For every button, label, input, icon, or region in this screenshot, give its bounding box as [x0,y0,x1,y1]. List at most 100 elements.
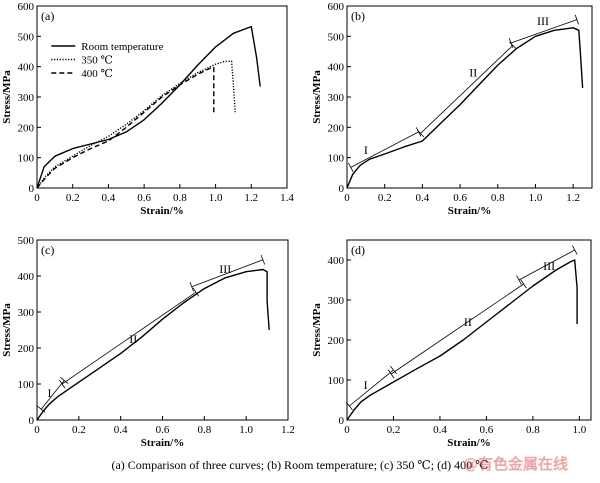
y-tick-label: 400 [18,62,35,74]
stage-line-cap [508,38,514,48]
stage-label: II [469,66,477,80]
stage-line-cap [192,287,200,297]
x-tick-label: 0.6 [480,424,494,436]
y-tick-label: 400 [328,255,345,267]
stage-line-cap [345,401,353,411]
legend-label: Room temperature [81,41,163,53]
y-tick-label: 100 [18,379,35,391]
figure-caption: (a) Comparison of three curves; (b) Room… [111,458,489,472]
y-tick-label: 100 [328,153,345,165]
stage-line [350,131,419,168]
y-tick-label: 300 [18,92,35,104]
stage-line [40,380,65,410]
x-tick-label: 0.6 [156,424,170,436]
x-tick-label: 0 [344,192,350,204]
stage-line [191,259,264,288]
stage-line [420,45,514,134]
y-tick-label: 400 [18,271,35,283]
y-tick-label: 100 [18,153,35,165]
x-tick-label: 0.4 [433,424,447,436]
stage-line-cap [58,379,66,389]
x-tick-label: 0.4 [114,424,128,436]
x-tick-label: 0 [34,424,40,436]
series-line [36,25,261,189]
x-axis-label: Strain/% [447,437,490,449]
x-tick-label: 1.2 [244,192,258,204]
x-tick-label: 1.0 [529,192,543,204]
y-axis-label: Stress/MPa [1,303,13,357]
y-tick-label: 500 [18,31,35,43]
y-tick-label: 300 [18,307,35,319]
x-tick-label: 0.4 [102,192,116,204]
series-line [346,27,584,189]
stage-line-cap [572,245,578,255]
x-tick-label: 0.2 [378,192,392,204]
x-tick-label: 0.8 [491,192,505,204]
y-tick-label: 600 [18,1,35,13]
stage-label: II [464,315,472,329]
y-tick-label: 0 [339,183,345,195]
plot-frame [346,239,592,421]
x-tick-label: 0 [344,424,350,436]
x-tick-label: 1.2 [281,424,295,436]
x-tick-label: 0.2 [72,424,86,436]
y-tick-label: 0 [29,415,35,427]
stage-label: I [364,378,368,392]
y-tick-label: 200 [328,335,345,347]
series-line [36,66,215,189]
stage-label: III [537,14,549,28]
x-tick-label: 0.4 [416,192,430,204]
stage-line [61,291,197,385]
x-axis-label: Strain/% [141,437,184,449]
stage-line-cap [37,405,46,413]
stage-line-cap [520,279,527,289]
stage-line [510,19,578,44]
stage-line-cap [574,14,579,25]
panel-label: (d) [351,243,365,257]
x-tick-label: 1.0 [573,424,587,436]
stage-line [349,369,394,407]
stage-line-cap [388,369,395,379]
chart-panel: 0 0.2 0.4 0.6 0.8 1.0 0 100 200 300 400 Strain/% Str… [311,239,592,449]
stage-label: II [129,332,137,346]
stage-label: III [219,262,231,276]
y-tick-label: 600 [328,1,345,13]
y-axis-label: Stress/MPa [311,70,323,124]
panel-label: (a) [41,9,54,23]
chart-panel: 0 0.2 0.4 0.6 0.8 1.0 1.2 1.4 0 100 200 300 400 500 60… [1,1,294,217]
stage-line [518,249,575,281]
stage-label: III [543,259,555,273]
y-axis-label: Stress/MPa [1,70,13,124]
stage-line [390,283,524,375]
stage-line-cap [348,162,354,172]
panel-label: (b) [351,9,365,23]
y-tick-label: 200 [18,343,35,355]
y-tick-label: 500 [328,31,345,43]
stage-line-cap [189,281,194,292]
chart-panel: 0 0.2 0.4 0.6 0.8 1.0 1.2 0 100 200 300 400 500 Strai… [1,235,295,449]
y-tick-label: 200 [328,122,345,134]
x-tick-label: 0.8 [173,192,187,204]
series-line [36,268,270,421]
x-tick-label: 0.6 [453,192,467,204]
stage-line-cap [390,365,397,375]
plot-frame [346,5,593,189]
legend-label: 350 ℃ [81,55,113,67]
y-tick-label: 0 [29,183,35,195]
stage-line-cap [260,254,266,265]
stage-label: I [48,386,52,400]
y-tick-label: 0 [339,415,345,427]
panel-label: (c) [41,243,54,257]
x-tick-label: 0.6 [137,192,151,204]
y-tick-label: 400 [328,62,345,74]
stage-line-cap [60,376,69,384]
x-tick-label: 0.8 [197,424,211,436]
stage-label: I [364,143,368,157]
x-tick-label: 0.2 [387,424,401,436]
chart-panel: 0 0.2 0.4 0.6 0.8 1.0 1.2 0 100 200 300 400 500 600 St… [311,1,593,217]
x-tick-label: 1.0 [239,424,253,436]
y-tick-label: 300 [328,92,345,104]
y-axis-label: Stress/MPa [311,303,323,357]
x-axis-label: Strain/% [448,205,491,217]
